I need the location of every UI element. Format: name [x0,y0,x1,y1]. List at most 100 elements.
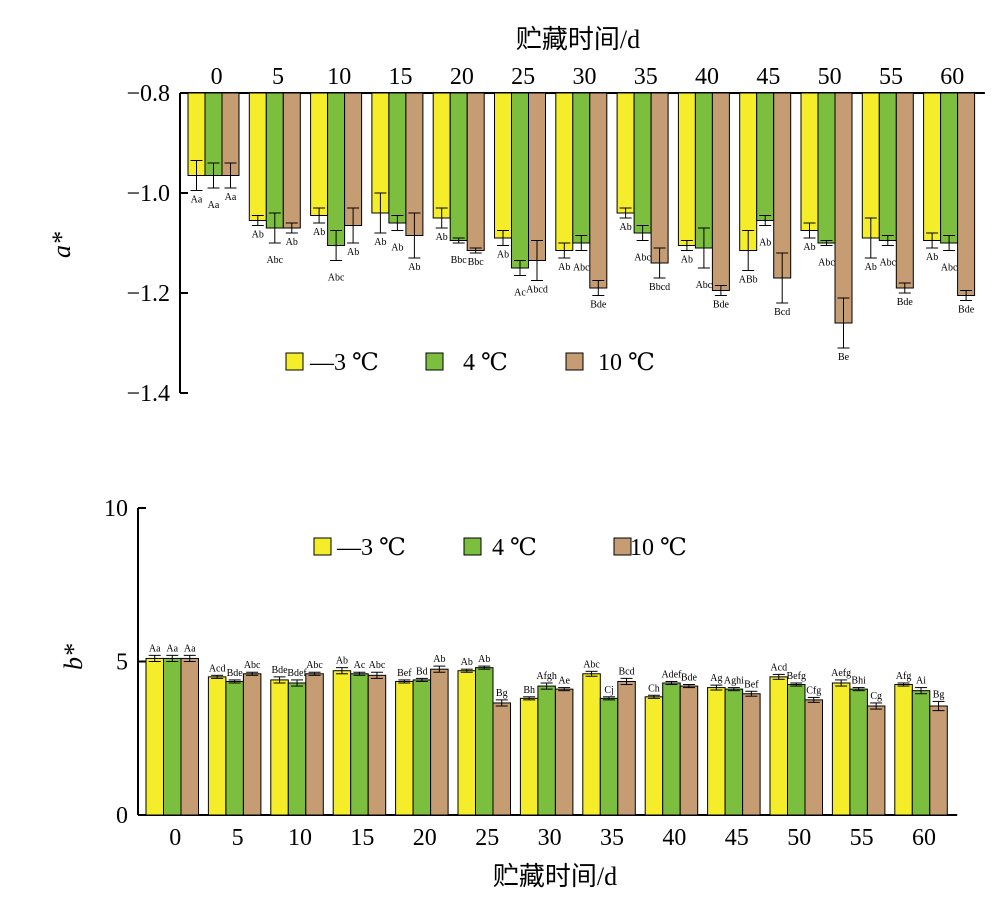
bar [677,92,696,246]
x-tick-label: 40 [695,64,719,90]
legend-label: 4 ℃ [492,535,537,561]
data-label: Acd [770,662,787,673]
x-tick-label: 20 [450,64,474,90]
x-tick-label: 25 [475,825,499,851]
bar [861,92,880,239]
data-label: Abc [634,253,651,264]
bar [332,670,352,816]
bar [599,697,619,816]
data-label: Abc [244,660,261,671]
bar [207,676,227,816]
bar [367,674,387,816]
data-label: Ab [558,262,570,273]
bar [225,680,244,816]
y-tick-label: −1.4 [126,381,170,407]
bar [327,92,346,246]
data-label: Ab [374,237,386,248]
bar [145,657,164,816]
data-label: Abc [573,263,590,274]
bar [457,670,476,816]
data-label: Ac [354,660,366,671]
bar [817,92,836,244]
bar [756,92,775,221]
data-label: Cfg [806,685,821,696]
bar [432,92,451,219]
x-tick-label: 10 [327,64,351,90]
bar [724,688,744,816]
data-label: Be [838,352,850,363]
bar [679,685,699,816]
data-label: Ab [461,657,473,668]
data-label: Aa [191,195,203,206]
data-label: Bcd [618,666,634,677]
data-label: Bhi [851,676,866,687]
data-label: Ai [916,676,926,687]
bar [282,92,301,229]
y-tick-label: −0.8 [126,81,170,107]
x-tick-label: 5 [232,825,244,851]
data-label: Bde [897,297,914,308]
x-tick-label: 50 [818,64,842,90]
data-label: Bde [681,673,698,684]
data-label: Abc [266,255,283,266]
data-label: Bh [523,685,535,696]
x-tick-label: 5 [272,64,284,90]
x-axis-title: 贮藏时间/d [493,862,617,891]
x-tick-label: 15 [350,825,374,851]
data-label: Bef [397,668,412,679]
bar [511,92,529,269]
data-label: Bbc [468,257,485,268]
data-label: Bde [958,305,975,316]
chart-a-star: −0.8 −1.0 −1.2 −1.4 a* 贮藏时间/d 0 5 10 15 20 25 30 35 40… [47,25,985,407]
data-label: Aa [149,643,161,654]
bar [350,673,369,816]
x-tick-label: 40 [662,825,686,851]
data-label: Abc [306,660,323,671]
bar [831,682,851,816]
data-label: Aghi [724,676,744,687]
legend-swatch [463,537,482,556]
data-label: Ab [347,247,359,258]
x-tick-label: 50 [787,825,811,851]
data-label: Abcd [526,285,548,296]
data-label: Bcd [774,307,790,318]
bar [644,696,664,816]
bar [787,684,806,816]
y-axis-title: a* [47,232,76,258]
data-label: Ab [313,227,325,238]
bar [929,705,948,816]
bar [242,673,262,816]
chart-b-star: 0 5 10 b* 贮藏时间/d 0 5 10 15 20 25 30 35 40 45 50 55 60 Aa Ac… [59,496,958,891]
x-tick-label: 45 [756,64,780,90]
data-label: Ac [514,288,526,299]
legend-label: 10 ℃ [598,350,655,376]
x-tick-label: 30 [538,825,562,851]
data-label: Aefg [831,668,851,679]
x-tick-label: 55 [850,825,874,851]
bar [707,687,726,816]
bar [475,667,494,816]
data-label: Ag [710,673,722,684]
data-label: Abc [941,263,958,274]
bar [572,92,591,244]
data-label: Ab [478,654,490,665]
data-label: Ab [286,237,298,248]
bar [662,682,681,816]
x-tick-label: 25 [511,64,535,90]
data-label: Ab [803,242,815,253]
data-label: Cg [870,691,882,702]
bar [395,680,414,816]
data-label: Ab [681,255,693,266]
x-tick-label: 20 [413,825,437,851]
bar [957,92,976,296]
bar [834,92,853,324]
bar [528,92,546,261]
bar [519,697,539,816]
data-label: Bde [590,300,607,311]
legend-label: —3 ℃ [336,535,406,561]
data-label: Ab [336,656,348,667]
legend-swatch [613,537,632,556]
y-tick-label: −1.2 [126,281,170,307]
bar [344,92,363,226]
